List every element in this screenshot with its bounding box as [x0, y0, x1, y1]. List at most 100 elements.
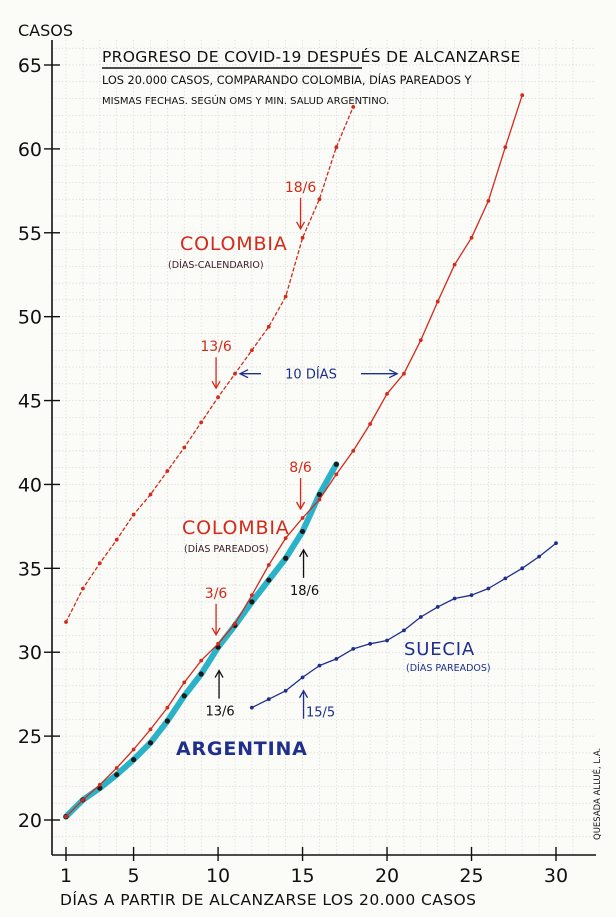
- data-point: [114, 772, 120, 778]
- y-tick-label: 20: [18, 810, 42, 832]
- data-point: [80, 797, 85, 802]
- data-point: [266, 563, 271, 567]
- data-point: [249, 599, 255, 605]
- data-point: [486, 586, 491, 591]
- data-point: [385, 391, 389, 396]
- data-point: [249, 348, 254, 353]
- data-point: [283, 555, 289, 561]
- chart-subtitle-line-2: MISMAS FECHAS. SEGÚN OMS Y MIN. SALUD AR…: [102, 94, 389, 107]
- data-point: [520, 566, 525, 571]
- annotation-date-label: 15/5: [306, 706, 335, 721]
- data-point: [165, 469, 170, 473]
- data-point: [300, 675, 305, 680]
- x-tick-label: 5: [128, 865, 140, 887]
- series-label-sublabel: (DÍAS PAREADOS): [184, 543, 269, 555]
- data-point: [114, 537, 119, 542]
- data-point: [351, 105, 356, 109]
- data-point: [148, 727, 153, 732]
- data-point: [130, 757, 137, 763]
- series-label-name: ARGENTINA: [176, 738, 308, 760]
- x-axis-label: DÍAS A PARTIR DE ALCANZARSE LOS 20.000 C…: [60, 890, 476, 909]
- data-point: [114, 766, 119, 770]
- chart-title: PROGRESO DE COVID-19 DESPUÉS DE ALCANZAR…: [102, 47, 521, 66]
- data-point: [181, 693, 187, 699]
- annotation-arrowhead: [295, 221, 306, 231]
- data-point: [351, 448, 356, 453]
- data-point: [131, 747, 136, 752]
- x-tick-label: 20: [375, 865, 399, 887]
- annotation-arrowhead: [298, 548, 309, 558]
- series-suecia-3: [249, 541, 558, 710]
- data-point: [486, 199, 491, 203]
- y-tick-label: 55: [18, 223, 42, 245]
- data-point: [64, 620, 68, 624]
- data-point: [198, 671, 204, 677]
- data-point: [97, 782, 102, 787]
- series-argentina-0: [63, 461, 340, 820]
- data-point: [283, 294, 288, 299]
- y-tick-label: 30: [18, 642, 42, 664]
- annotation-arrowhead: [295, 501, 306, 511]
- data-point: [249, 705, 254, 710]
- data-point: [368, 641, 373, 646]
- data-point: [334, 145, 339, 150]
- y-tick-label: 60: [18, 139, 42, 161]
- annotation-date-label: 18/6: [285, 180, 317, 196]
- data-point: [520, 93, 525, 98]
- data-point: [317, 197, 322, 202]
- x-tick-label: 15: [290, 865, 314, 887]
- series-label-sublabel: (DÍAS PAREADOS): [406, 662, 491, 674]
- data-point: [351, 646, 356, 651]
- data-point: [283, 688, 288, 693]
- data-point: [131, 512, 136, 517]
- y-axis-label: CASOS: [18, 21, 73, 40]
- series-label-name: COLOMBIA: [182, 517, 290, 539]
- x-tick-label: 1: [60, 865, 72, 887]
- y-tick-label: 35: [18, 558, 42, 580]
- data-point: [334, 472, 339, 477]
- data-point: [452, 596, 457, 601]
- data-point: [182, 445, 187, 450]
- data-point: [165, 705, 170, 710]
- annotation-date-label: 18/6: [290, 584, 319, 599]
- x-tick-label: 30: [544, 865, 568, 887]
- data-point: [333, 461, 339, 467]
- annotation-arrowhead: [214, 669, 224, 678]
- data-point: [199, 658, 204, 663]
- chart-subtitle-line-1: LOS 20.000 CASOS, COMPARANDO COLOMBIA, D…: [102, 74, 471, 87]
- annotation-date-label: 8/6: [289, 460, 312, 476]
- data-point: [266, 697, 271, 702]
- data-point: [435, 299, 440, 304]
- data-point: [97, 561, 102, 566]
- data-point: [317, 663, 322, 668]
- data-point: [266, 324, 271, 329]
- grid: [52, 40, 596, 855]
- annotations: COLOMBIA (DÍAS-CALENDARIO) COLOMBIA (DÍAS P…: [168, 180, 491, 760]
- data-point: [385, 638, 389, 643]
- data-point: [300, 516, 305, 520]
- data-point: [368, 422, 373, 426]
- data-point: [182, 680, 187, 685]
- data-point: [147, 740, 154, 746]
- x-tick-label: 25: [459, 865, 483, 887]
- data-point: [300, 235, 305, 240]
- series-colombia-1: [64, 93, 525, 819]
- data-point: [199, 420, 204, 425]
- series-line: [65, 94, 523, 818]
- x-tick-label: 10: [206, 865, 230, 887]
- annotation-arrowhead: [211, 627, 221, 637]
- credit-text: QUESADA ALLUÉ, L.A.: [591, 748, 603, 840]
- data-point: [503, 576, 508, 581]
- data-point: [469, 235, 474, 240]
- data-point: [402, 628, 406, 633]
- annotation-arrowhead: [211, 380, 221, 390]
- data-point: [299, 528, 306, 535]
- annotation-arrowhead: [388, 369, 399, 379]
- y-tick-label: 25: [18, 726, 42, 748]
- data-point: [80, 586, 85, 591]
- data-point: [283, 536, 288, 541]
- data-point: [537, 554, 542, 559]
- data-point: [334, 657, 339, 661]
